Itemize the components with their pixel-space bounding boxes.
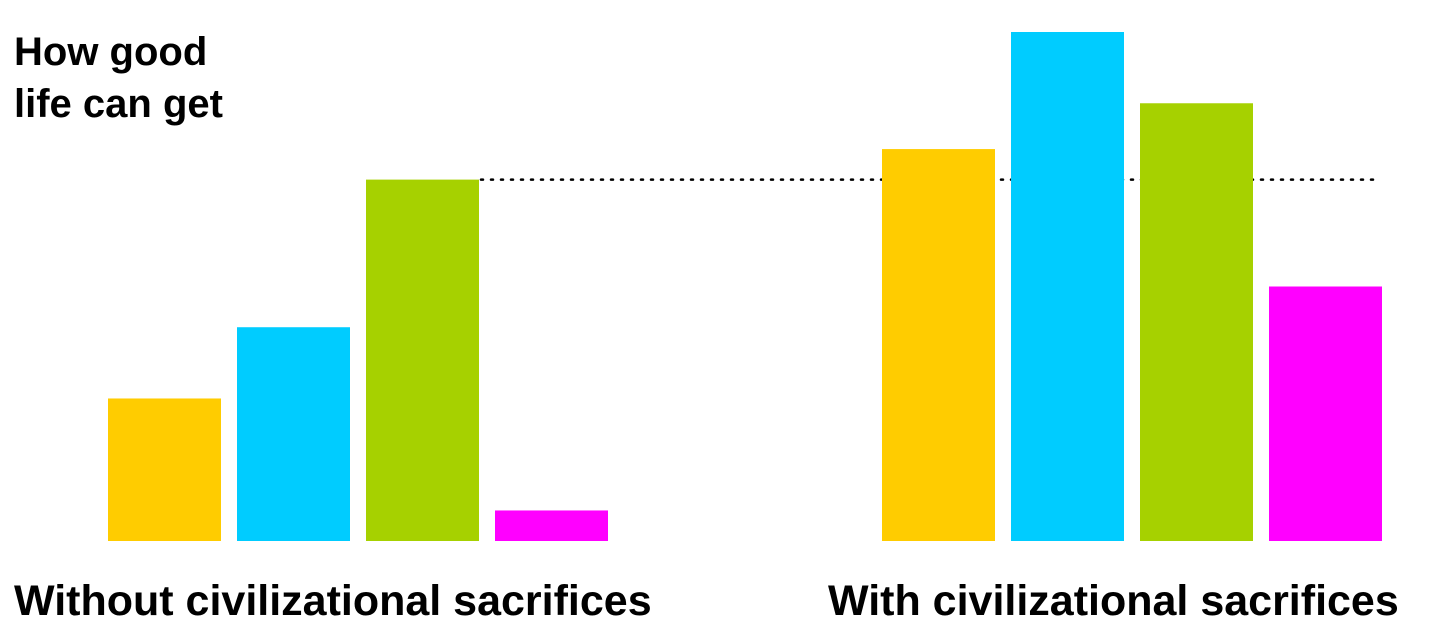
bar-with-sacrifices-2 bbox=[1011, 32, 1124, 541]
bar-with-sacrifices-3 bbox=[1140, 103, 1253, 541]
bar-without-sacrifices-1 bbox=[108, 398, 221, 541]
y-axis-label-line-2: life can get bbox=[14, 82, 223, 126]
bar-with-sacrifices-4 bbox=[1269, 286, 1382, 541]
bar-without-sacrifices-3 bbox=[366, 179, 479, 542]
y-axis-label-line-1: How good bbox=[14, 30, 207, 74]
group-label-without-sacrifices: Without civilizational sacrifices bbox=[14, 577, 652, 625]
bar-with-sacrifices-1 bbox=[882, 149, 995, 541]
bar-group-without-sacrifices bbox=[108, 179, 608, 542]
group-label-with-sacrifices: With civilizational sacrifices bbox=[828, 577, 1399, 625]
bar-group-with-sacrifices bbox=[882, 32, 1382, 541]
bar-without-sacrifices-2 bbox=[237, 327, 350, 541]
bar-without-sacrifices-4 bbox=[495, 510, 608, 541]
